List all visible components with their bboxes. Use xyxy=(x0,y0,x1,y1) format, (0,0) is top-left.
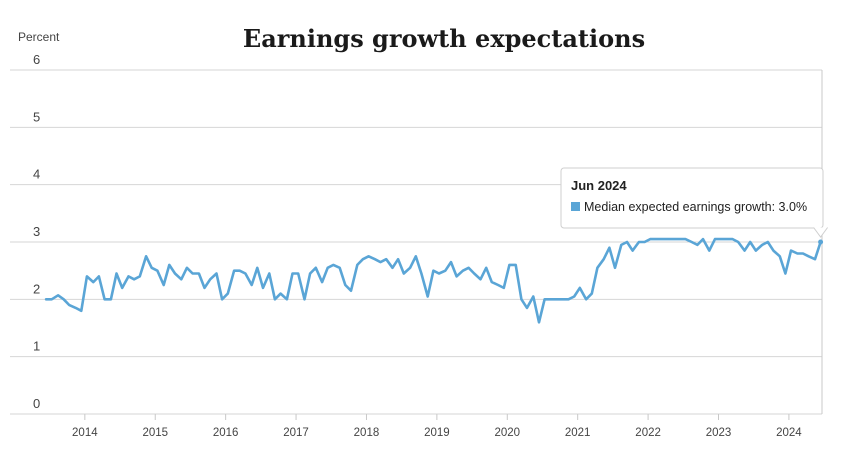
x-tick-label: 2019 xyxy=(424,427,450,439)
y-tick-label: 5 xyxy=(33,109,40,124)
x-axis-ticks: 2014 2015 2016 2017 2018 2019 2020 2021 2022 2023… xyxy=(72,414,802,439)
y-tick-label: 2 xyxy=(33,281,40,296)
x-tick-label: 2022 xyxy=(635,427,661,439)
tooltip-series-swatch xyxy=(571,202,580,211)
last-point-marker xyxy=(818,239,824,245)
x-tick-label: 2018 xyxy=(354,427,380,439)
x-tick-label: 2021 xyxy=(565,427,591,439)
series-layer xyxy=(44,237,824,324)
tooltip-box xyxy=(560,167,824,229)
tooltip-value: Median expected earnings growth: 3.0% xyxy=(584,200,807,214)
tooltip: Jun 2024 Median expected earnings growth… xyxy=(560,167,828,238)
x-tick-label: 2014 xyxy=(72,427,98,439)
x-tick-label: 2023 xyxy=(706,427,732,439)
y-axis-ticks: 0 1 2 3 4 5 6 xyxy=(33,52,40,411)
y-tick-label: 0 xyxy=(33,396,40,411)
x-tick-label: 2015 xyxy=(142,427,168,439)
x-tick-label: 2024 xyxy=(776,427,802,439)
tooltip-date: Jun 2024 xyxy=(571,178,627,193)
x-tick-label: 2020 xyxy=(494,427,520,439)
grid-lines xyxy=(10,69,823,415)
x-tick-label: 2017 xyxy=(283,427,309,439)
y-tick-label: 1 xyxy=(33,339,40,354)
y-tick-label: 6 xyxy=(33,52,40,67)
chart-title: Earnings growth expectations xyxy=(243,24,645,53)
y-tick-label: 4 xyxy=(33,167,40,182)
x-tick-label: 2016 xyxy=(213,427,239,439)
y-tick-label: 3 xyxy=(33,224,40,239)
y-axis-unit-label: Percent xyxy=(18,30,60,44)
tooltip-pointer xyxy=(813,227,828,238)
series-line-0 xyxy=(44,237,822,324)
